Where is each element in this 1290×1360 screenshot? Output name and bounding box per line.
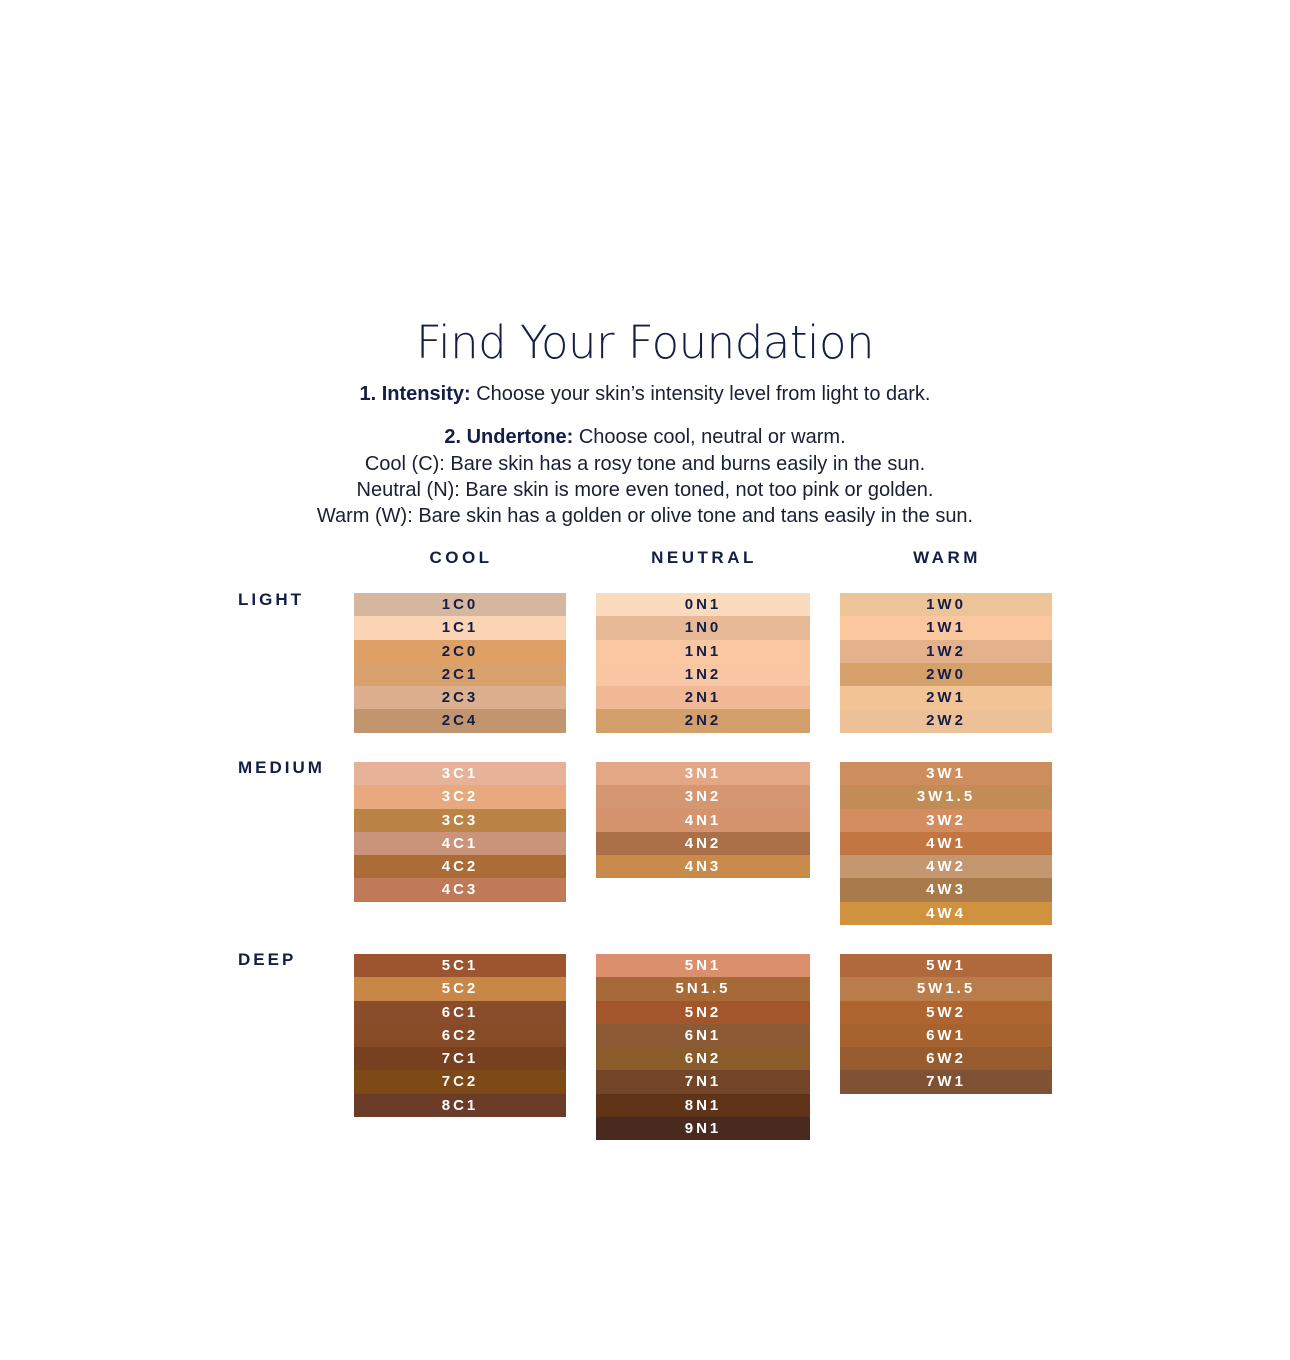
shade-swatch: 7N1: [596, 1070, 810, 1094]
shade-swatch: 4N2: [596, 831, 810, 856]
shade-swatch: 6N2: [596, 1047, 810, 1071]
shade-swatch: 6W2: [840, 1047, 1052, 1071]
shade-swatch: 1C0: [354, 593, 566, 617]
shade-swatch: 1N0: [596, 616, 810, 640]
column-header-warm: WARM: [913, 548, 981, 567]
shade-swatch: 7W1: [840, 1070, 1052, 1094]
shade-swatch: 1N2: [596, 662, 810, 687]
shade-swatch: 2W2: [840, 709, 1052, 733]
shade-swatch: 9N1: [596, 1117, 810, 1141]
shade-swatch: 2C0: [354, 639, 566, 663]
shade-swatch: 6W1: [840, 1023, 1052, 1048]
row-header-medium: MEDIUM: [238, 758, 325, 777]
shade-swatch: 5N1: [596, 954, 810, 978]
shade-swatch: 2N1: [596, 686, 810, 710]
light-neutral-shades: 0N1 1N0 1N1 1N2 2N1 2N2: [596, 593, 810, 733]
shade-swatch: 6C1: [354, 1000, 566, 1024]
shade-swatch: 2W0: [840, 662, 1052, 687]
shade-swatch: 4C3: [354, 878, 566, 902]
shade-swatch: 5N2: [596, 1000, 810, 1024]
medium-neutral-shades: 3N1 3N2 4N1 4N2 4N3: [596, 762, 810, 879]
shade-swatch: 2C4: [354, 709, 566, 733]
shade-swatch: 6N1: [596, 1023, 810, 1048]
shade-swatch: 3C3: [354, 808, 566, 832]
column-header-cool: COOL: [429, 548, 493, 567]
cool-description: Cool (C): Bare skin has a rosy tone and …: [364, 453, 926, 475]
shade-swatch: 2N2: [596, 709, 810, 733]
shade-swatch: 8C1: [354, 1093, 566, 1118]
shade-swatch: 3N1: [596, 762, 810, 786]
row-header-deep: DEEP: [238, 950, 297, 969]
deep-neutral-shades: 5N1 5N1.5 5N2 6N1 6N2 7N1 8N1 9N1: [596, 954, 810, 1141]
shade-swatch: 8N1: [596, 1093, 810, 1118]
shade-swatch: 3W1.5: [840, 785, 1052, 809]
shade-swatch: 5C1: [354, 954, 566, 978]
row-header-light: LIGHT: [238, 590, 304, 609]
undertone-step: 2. Undertone: Choose cool, neutral or wa…: [0, 426, 1290, 449]
shade-swatch: 4W2: [840, 855, 1052, 879]
shade-swatch: 0N1: [596, 593, 810, 617]
warm-description: Warm (W): Bare skin has a golden or oliv…: [316, 505, 974, 527]
shade-swatch: 5C2: [354, 977, 566, 1001]
shade-swatch: 2C1: [354, 662, 566, 687]
shade-swatch: 4W3: [840, 878, 1052, 902]
shade-swatch: 1W0: [840, 593, 1052, 617]
undertone-text: Choose cool, neutral or warm.: [573, 426, 846, 448]
shade-swatch: 3W2: [840, 808, 1052, 832]
shade-swatch: 6C2: [354, 1023, 566, 1048]
page-title: Find Your Foundation: [415, 316, 875, 369]
shade-swatch: 4C2: [354, 855, 566, 879]
shade-swatch: 3C2: [354, 785, 566, 809]
shade-swatch: 5W1: [840, 954, 1052, 978]
shade-swatch: 1N1: [596, 639, 810, 663]
undertone-label: 2. Undertone:: [444, 426, 574, 448]
light-warm-shades: 1W0 1W1 1W2 2W0 2W1 2W2: [840, 593, 1052, 733]
shade-swatch: 4N1: [596, 808, 810, 832]
shade-swatch: 2C3: [354, 686, 566, 710]
medium-warm-shades: 3W1 3W1.5 3W2 4W1 4W2 4W3 4W4: [840, 762, 1052, 926]
shade-swatch: 3W1: [840, 762, 1052, 786]
light-cool-shades: 1C0 1C1 2C0 2C1 2C3 2C4: [354, 593, 566, 733]
intensity-text: Choose your skin’s intensity level from …: [470, 383, 931, 405]
shade-swatch: 1C1: [354, 616, 566, 640]
deep-cool-shades: 5C1 5C2 6C1 6C2 7C1 7C2 8C1: [354, 954, 566, 1118]
intensity-step: 1. Intensity: Choose your skin’s intensi…: [0, 383, 1290, 406]
shade-swatch: 5W1.5: [840, 977, 1052, 1001]
column-header-neutral: NEUTRAL: [651, 548, 757, 567]
shade-swatch: 4W1: [840, 831, 1052, 856]
shade-swatch: 7C2: [354, 1070, 566, 1094]
shade-swatch: 4C1: [354, 831, 566, 856]
shade-swatch: 3N2: [596, 785, 810, 809]
intensity-label: 1. Intensity:: [359, 383, 471, 405]
shade-swatch: 1W2: [840, 639, 1052, 663]
medium-cool-shades: 3C1 3C2 3C3 4C1 4C2 4C3: [354, 762, 566, 902]
shade-swatch: 4N3: [596, 855, 810, 879]
shade-swatch: 7C1: [354, 1047, 566, 1071]
shade-swatch: 1W1: [840, 616, 1052, 640]
shade-swatch: 5N1.5: [596, 977, 810, 1001]
shade-swatch: 3C1: [354, 762, 566, 786]
neutral-description: Neutral (N): Bare skin is more even tone…: [356, 479, 934, 501]
shade-swatch: 5W2: [840, 1000, 1052, 1024]
shade-swatch: 4W4: [840, 901, 1052, 926]
shade-swatch: 2W1: [840, 686, 1052, 710]
deep-warm-shades: 5W1 5W1.5 5W2 6W1 6W2 7W1: [840, 954, 1052, 1094]
